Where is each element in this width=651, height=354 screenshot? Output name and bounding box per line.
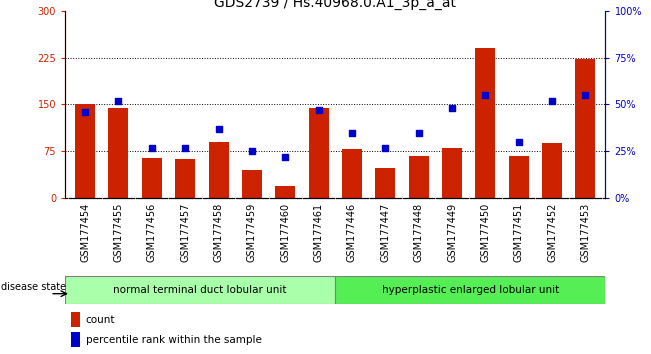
Point bbox=[413, 130, 424, 136]
Text: percentile rank within the sample: percentile rank within the sample bbox=[86, 335, 262, 345]
Text: GSM177460: GSM177460 bbox=[280, 203, 290, 262]
Title: GDS2739 / Hs.40968.0.A1_3p_a_at: GDS2739 / Hs.40968.0.A1_3p_a_at bbox=[214, 0, 456, 10]
Text: GSM177452: GSM177452 bbox=[547, 203, 557, 263]
Bar bbox=[475, 48, 495, 198]
Point bbox=[347, 130, 357, 136]
Text: GSM177459: GSM177459 bbox=[247, 203, 257, 262]
Text: GSM177455: GSM177455 bbox=[113, 203, 124, 263]
Text: GSM177457: GSM177457 bbox=[180, 203, 190, 263]
Bar bbox=[75, 104, 95, 198]
Point bbox=[514, 139, 524, 145]
Text: GSM177450: GSM177450 bbox=[480, 203, 490, 262]
Bar bbox=[342, 149, 362, 198]
Point bbox=[180, 145, 190, 150]
Text: GSM177456: GSM177456 bbox=[147, 203, 157, 262]
Bar bbox=[442, 148, 462, 198]
Bar bbox=[508, 156, 529, 198]
Bar bbox=[575, 59, 596, 198]
Text: disease state: disease state bbox=[1, 282, 66, 292]
Point bbox=[214, 126, 224, 132]
Point bbox=[380, 145, 391, 150]
Point bbox=[313, 107, 324, 113]
Bar bbox=[275, 186, 296, 198]
Bar bbox=[208, 142, 229, 198]
Text: GSM177451: GSM177451 bbox=[514, 203, 523, 262]
Bar bbox=[375, 168, 395, 198]
Bar bbox=[142, 158, 162, 198]
Text: count: count bbox=[86, 315, 115, 325]
Bar bbox=[109, 108, 128, 198]
Point bbox=[280, 154, 290, 160]
Bar bbox=[409, 156, 428, 198]
Text: GSM177448: GSM177448 bbox=[413, 203, 424, 262]
Text: GSM177454: GSM177454 bbox=[80, 203, 90, 262]
Text: GSM177461: GSM177461 bbox=[314, 203, 324, 262]
Bar bbox=[542, 143, 562, 198]
Text: GSM177447: GSM177447 bbox=[380, 203, 391, 262]
Text: GSM177453: GSM177453 bbox=[581, 203, 590, 262]
Point bbox=[447, 105, 457, 111]
Bar bbox=[242, 170, 262, 198]
Text: GSM177449: GSM177449 bbox=[447, 203, 457, 262]
Point bbox=[480, 92, 491, 98]
Bar bbox=[70, 332, 80, 347]
Bar bbox=[70, 312, 80, 327]
Bar bbox=[175, 159, 195, 198]
Point bbox=[80, 109, 90, 115]
Bar bbox=[335, 276, 605, 304]
Point bbox=[146, 145, 157, 150]
Point bbox=[247, 149, 257, 154]
Point bbox=[113, 98, 124, 103]
Text: GSM177458: GSM177458 bbox=[214, 203, 223, 262]
Text: normal terminal duct lobular unit: normal terminal duct lobular unit bbox=[113, 285, 287, 295]
Point bbox=[547, 98, 557, 103]
Text: GSM177446: GSM177446 bbox=[347, 203, 357, 262]
Text: hyperplastic enlarged lobular unit: hyperplastic enlarged lobular unit bbox=[381, 285, 559, 295]
Point bbox=[580, 92, 590, 98]
Bar bbox=[309, 108, 329, 198]
Bar bbox=[65, 276, 335, 304]
